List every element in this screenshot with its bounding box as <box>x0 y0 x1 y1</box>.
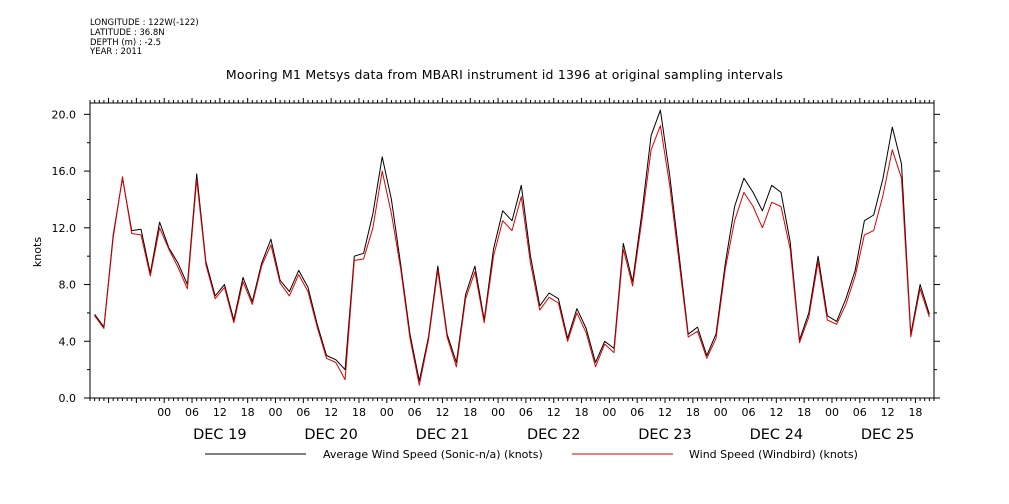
x-tick-label: 18 <box>575 406 589 419</box>
y-axis-label: knots <box>31 237 44 267</box>
series-average-wind-line <box>94 109 930 382</box>
x-tick-label: 06 <box>630 406 644 419</box>
x-tick-label: 18 <box>463 406 477 419</box>
x-tick-label: 00 <box>380 406 394 419</box>
x-tick-label: 12 <box>213 406 227 419</box>
day-label: DEC 21 <box>416 427 470 443</box>
x-tick-label: 06 <box>296 406 310 419</box>
y-tick-label: 12.0 <box>52 222 77 235</box>
axes-group: 00 06 12 18 00 06 12 18 00 06 12 18 00 06 12 18 00 06 12 18… <box>52 98 940 443</box>
x-tick-label: 12 <box>547 406 561 419</box>
x-tick-label: 12 <box>435 406 449 419</box>
x-tick-label: 12 <box>769 406 783 419</box>
depth-text: DEPTH (m) : -2.5 <box>90 37 162 48</box>
x-tick-label: 18 <box>352 406 366 419</box>
x-tick-label: 18 <box>241 406 255 419</box>
x-tick-label: 00 <box>714 406 728 419</box>
x-tick-label: 06 <box>853 406 867 419</box>
x-tick-label: 06 <box>519 406 533 419</box>
day-label: DEC 23 <box>638 427 692 443</box>
year-text: YEAR : 2011 <box>90 47 143 58</box>
x-tick-label: 00 <box>491 406 505 419</box>
day-label: DEC 25 <box>861 427 915 443</box>
x-tick-label: 06 <box>185 406 199 419</box>
x-tick-label: 00 <box>268 406 282 419</box>
day-label: DEC 24 <box>750 427 804 443</box>
x-tick-label: 12 <box>881 406 895 419</box>
y-tick-label: 20.0 <box>52 108 77 121</box>
y-tick-label: 4.0 <box>59 335 77 348</box>
series-windbird-line <box>94 125 930 386</box>
x-tick-label: 18 <box>908 406 922 419</box>
x-tick-label: 00 <box>157 406 171 419</box>
x-tick-label: 00 <box>825 406 839 419</box>
x-tick-label: 18 <box>797 406 811 419</box>
x-tick-label: 06 <box>408 406 422 419</box>
x-tick-label: 18 <box>686 406 700 419</box>
x-tick-label: 06 <box>742 406 756 419</box>
longitude-text: LONGITUDE : 122W(-122) <box>90 18 199 28</box>
legend: Average Wind Speed (Sonic-n/a) (knots) W… <box>205 448 858 461</box>
day-label: DEC 19 <box>193 427 247 443</box>
legend-label-average-wind: Average Wind Speed (Sonic-n/a) (knots) <box>323 448 543 461</box>
x-tick-label: 00 <box>602 406 616 419</box>
day-label: DEC 20 <box>304 427 358 443</box>
x-tick-label: 12 <box>658 406 672 419</box>
legend-label-windbird: Wind Speed (Windbird) (knots) <box>689 448 858 461</box>
x-tick-label: 12 <box>324 406 338 419</box>
series-layer <box>94 109 930 386</box>
y-tick-label: 0.0 <box>59 392 77 405</box>
chart-title: Mooring M1 Metsys data from MBARI instru… <box>225 67 784 82</box>
day-label: DEC 22 <box>527 427 581 443</box>
y-tick-label: 16.0 <box>52 165 77 178</box>
plot-frame <box>89 102 935 399</box>
latitude-text: LATITUDE : 36.8N <box>90 27 165 38</box>
metadata-block: LONGITUDE : 122W(-122) LATITUDE : 36.8N … <box>90 18 199 58</box>
y-tick-label: 8.0 <box>59 279 77 292</box>
